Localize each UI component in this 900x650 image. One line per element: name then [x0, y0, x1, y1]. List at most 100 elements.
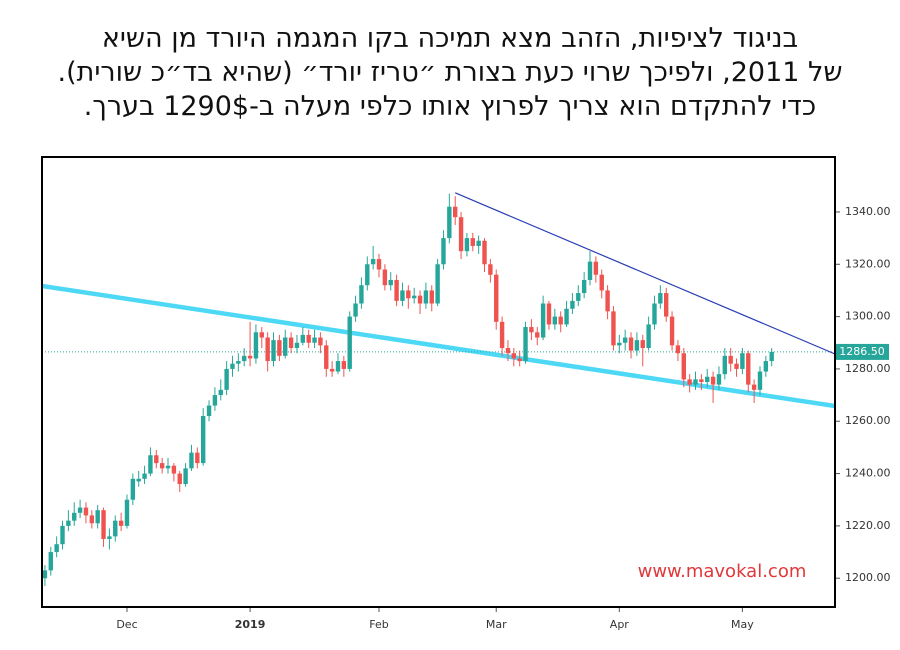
candle-body: [675, 345, 681, 354]
candle-body: [558, 316, 563, 325]
candle-body: [746, 353, 751, 385]
candle-body: [353, 303, 358, 317]
candle-body: [716, 374, 722, 385]
candle-body: [130, 478, 136, 500]
candle-body: [376, 259, 382, 270]
candle-body: [107, 536, 112, 539]
candle-body: [429, 290, 434, 304]
candle-body: [769, 351, 774, 362]
y-tick-label: 1280.00: [845, 362, 891, 375]
candle-body: [253, 332, 259, 359]
y-tick-label: 1220.00: [845, 519, 891, 532]
candle-body: [669, 316, 675, 346]
candle-body: [599, 274, 604, 291]
candle-body: [89, 515, 95, 524]
candle-body: [664, 293, 669, 317]
candle-body: [529, 327, 534, 333]
y-tick-label: 1260.00: [845, 414, 891, 427]
candle-body: [206, 405, 212, 417]
candle-body: [646, 324, 651, 348]
candle-body: [271, 340, 276, 362]
candle-body: [458, 217, 464, 252]
candle-body: [72, 512, 77, 521]
candle-body: [177, 473, 182, 485]
y-tick-label: 1300.00: [845, 310, 891, 323]
candle-body: [95, 510, 100, 524]
candle-body: [382, 269, 388, 286]
candle-body: [464, 238, 470, 252]
y-tick-label: 1340.00: [845, 205, 891, 218]
candle-body: [453, 206, 458, 218]
candle-body: [113, 520, 118, 537]
candle-body: [494, 274, 499, 322]
candle-body: [54, 544, 59, 553]
candle-body: [511, 353, 517, 359]
candle-body: [365, 264, 370, 286]
candle-body: [435, 264, 440, 304]
candle-body: [441, 238, 446, 265]
candle-body: [576, 293, 581, 301]
x-tick-label: 2019: [235, 618, 266, 631]
candle-body: [622, 337, 628, 343]
candle-body: [224, 368, 229, 390]
x-tick-label: Mar: [486, 618, 507, 631]
last-price-label: 1286.50: [839, 345, 885, 358]
candle-body: [154, 455, 159, 464]
plot-frame: [41, 156, 836, 608]
candle-body: [423, 290, 429, 304]
candle-body: [148, 455, 153, 474]
candle-body: [740, 353, 745, 369]
candle-body: [230, 363, 235, 369]
candle-body: [406, 290, 411, 299]
watermark: www.mavokal.com: [638, 561, 807, 582]
candle-body: [370, 259, 376, 265]
candle-body: [42, 570, 48, 579]
candle-body: [681, 353, 686, 380]
candle-body: [66, 520, 71, 526]
title-line: בניגוד לציפיות, הזהב מצא תמיכה בקו המגמה…: [101, 23, 799, 54]
candle-body: [294, 342, 300, 348]
candle-body: [277, 340, 282, 356]
candle-body: [447, 206, 452, 239]
x-tick-label: Dec: [116, 618, 137, 631]
candle-body: [763, 361, 769, 372]
candle-body: [570, 300, 575, 309]
candle-body: [540, 303, 546, 338]
y-tick-label: 1200.00: [845, 571, 891, 584]
candle-body: [499, 321, 505, 348]
candle-body: [722, 355, 728, 375]
candle-body: [505, 347, 511, 354]
candle-body: [60, 525, 65, 545]
candle-body: [329, 368, 335, 372]
candle-body: [306, 334, 311, 343]
x-tick-label: May: [731, 618, 754, 631]
y-tick-label: 1320.00: [845, 257, 891, 270]
candle-body: [165, 465, 171, 469]
candle-body: [242, 355, 247, 362]
trendline: [454, 192, 835, 355]
candle-body: [699, 379, 704, 382]
trendline: [42, 283, 835, 409]
candle-body: [751, 384, 757, 390]
x-tick-label: Apr: [610, 618, 630, 631]
candle-body: [200, 416, 206, 464]
candle-body: [593, 261, 599, 275]
candle-body: [757, 371, 763, 390]
candle-body: [587, 261, 593, 280]
candle-body: [628, 337, 634, 351]
plot-area: [42, 157, 835, 607]
candle-body: [400, 290, 405, 301]
candle-body: [535, 332, 540, 338]
candle-body: [634, 340, 640, 351]
candle-body: [605, 290, 610, 312]
candle-body: [693, 379, 698, 385]
candle-body: [124, 499, 130, 526]
candle-body: [640, 340, 645, 348]
candle-body: [652, 303, 657, 325]
candle-body: [48, 552, 53, 571]
candle-body: [658, 293, 663, 304]
candle-body: [101, 510, 106, 539]
chart-title: בניגוד לציפיות, הזהב מצא תמיכה בקו המגמה…: [0, 22, 900, 124]
candle-body: [189, 452, 194, 469]
